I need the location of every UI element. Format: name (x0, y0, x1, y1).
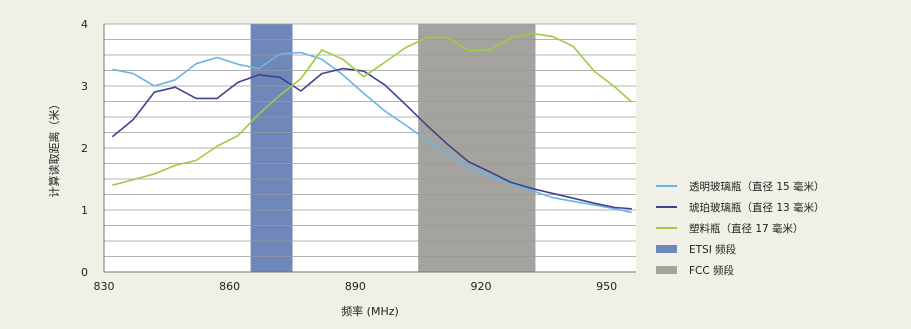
y-tick-label: 1 (81, 204, 88, 217)
grid-lines (104, 23, 636, 273)
series-line-2 (112, 32, 633, 186)
axes (103, 24, 636, 273)
y-tick-label: 0 (81, 266, 88, 279)
x-tick-label: 950 (596, 280, 617, 293)
y-tick-label: 3 (81, 80, 88, 93)
x-tick-label: 920 (471, 280, 492, 293)
legend-label: 透明玻璃瓶（直径 15 毫米） (689, 180, 825, 193)
legend-label: ETSI 频段 (689, 243, 737, 256)
y-tick-label: 4 (81, 18, 88, 31)
y-axis-label: 计算读取距离（米） (47, 99, 61, 198)
legend-label: 塑料瓶（直径 17 毫米） (689, 222, 804, 235)
legend-label: 琥珀玻璃瓶（直径 13 毫米） (689, 201, 825, 214)
x-tick-label: 830 (94, 280, 115, 293)
x-tick-label: 890 (345, 280, 366, 293)
tick-labels: 830 860 890 920 950 0 1 2 3 4 (81, 18, 617, 293)
legend-swatch (656, 266, 677, 274)
series-lines (111, 32, 633, 214)
legend: 透明玻璃瓶（直径 15 毫米） 琥珀玻璃瓶（直径 13 毫米） 塑料瓶（直径 17 … (656, 180, 825, 277)
x-tick-label: 860 (219, 280, 240, 293)
series-line-0 (112, 51, 632, 214)
legend-swatch (656, 245, 677, 253)
series-line-1 (111, 67, 632, 210)
y-tick-label: 2 (81, 142, 88, 155)
x-axis-label: 频率 (MHz) (341, 304, 399, 318)
legend-label: FCC 频段 (689, 264, 735, 277)
